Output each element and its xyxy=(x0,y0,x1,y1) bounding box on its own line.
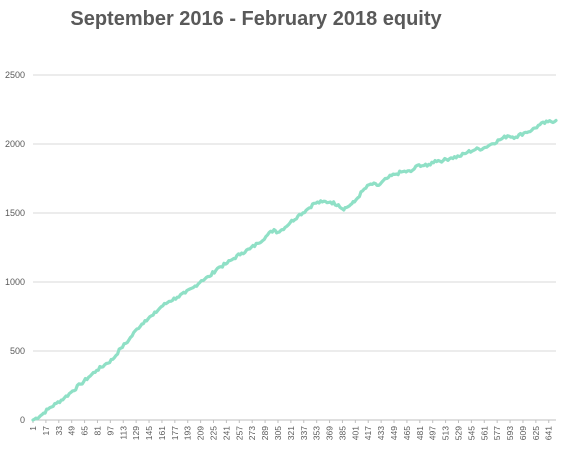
x-tick-label: 113 xyxy=(118,426,128,440)
x-tick-label: 353 xyxy=(312,426,322,440)
y-tick-label: 0 xyxy=(20,415,25,425)
x-tick-label: 481 xyxy=(415,426,425,440)
x-tick-label: 625 xyxy=(531,426,541,440)
x-tick-label: 33 xyxy=(54,426,64,436)
x-tick-label: 65 xyxy=(80,426,90,436)
x-tick-label: 241 xyxy=(221,426,231,440)
x-tick-label: 385 xyxy=(337,426,347,440)
x-tick-label: 177 xyxy=(170,426,180,440)
x-tick-label: 273 xyxy=(247,426,257,440)
y-tick-label: 500 xyxy=(10,346,25,356)
x-tick-label: 257 xyxy=(234,426,244,440)
x-tick-label: 225 xyxy=(209,426,219,440)
x-tick-label: 193 xyxy=(183,426,193,440)
x-tick-label: 1 xyxy=(28,426,38,431)
series-layer xyxy=(31,118,558,422)
x-tick-label: 305 xyxy=(273,426,283,440)
chart-title: September 2016 - February 2018 equity xyxy=(70,8,442,30)
x-tick-label: 49 xyxy=(67,426,77,436)
x-tick-label: 209 xyxy=(196,426,206,440)
y-tick-label: 2500 xyxy=(5,70,25,80)
x-tick-label: 369 xyxy=(325,426,335,440)
x-tick-label: 433 xyxy=(376,426,386,440)
x-tick-label: 641 xyxy=(544,426,554,440)
x-tick-label: 81 xyxy=(92,426,102,436)
y-tick-label: 1500 xyxy=(5,208,25,218)
y-axis-tick-labels: 0 500 1000 1500 2000 2500 xyxy=(5,70,25,425)
gridlines xyxy=(33,74,556,352)
x-axis-tick-labels: 1 17 33 49 65 81 97 113 129 145 161 177 193 209 225 241… xyxy=(28,420,554,440)
x-tick-label: 449 xyxy=(389,426,399,440)
x-tick-label: 529 xyxy=(453,426,463,440)
x-tick-label: 289 xyxy=(260,426,270,440)
x-tick-label: 161 xyxy=(157,426,167,440)
y-tick-label: 1000 xyxy=(5,277,25,287)
x-tick-label: 577 xyxy=(492,426,502,440)
x-tick-label: 465 xyxy=(402,426,412,440)
x-tick-label: 129 xyxy=(131,426,141,440)
x-tick-label: 417 xyxy=(363,426,373,440)
equity-series-line xyxy=(31,118,558,422)
x-tick-label: 593 xyxy=(505,426,515,440)
x-tick-label: 321 xyxy=(286,426,296,440)
x-tick-label: 337 xyxy=(299,426,309,440)
x-tick-label: 609 xyxy=(518,426,528,440)
x-tick-label: 545 xyxy=(466,426,476,440)
x-tick-label: 561 xyxy=(479,426,489,440)
x-tick-label: 513 xyxy=(441,426,451,440)
x-tick-label: 401 xyxy=(350,426,360,440)
x-tick-label: 17 xyxy=(41,426,51,436)
x-tick-label: 497 xyxy=(428,426,438,440)
x-tick-label: 145 xyxy=(144,426,154,440)
y-tick-label: 2000 xyxy=(5,139,25,149)
x-tick-label: 97 xyxy=(105,426,115,436)
